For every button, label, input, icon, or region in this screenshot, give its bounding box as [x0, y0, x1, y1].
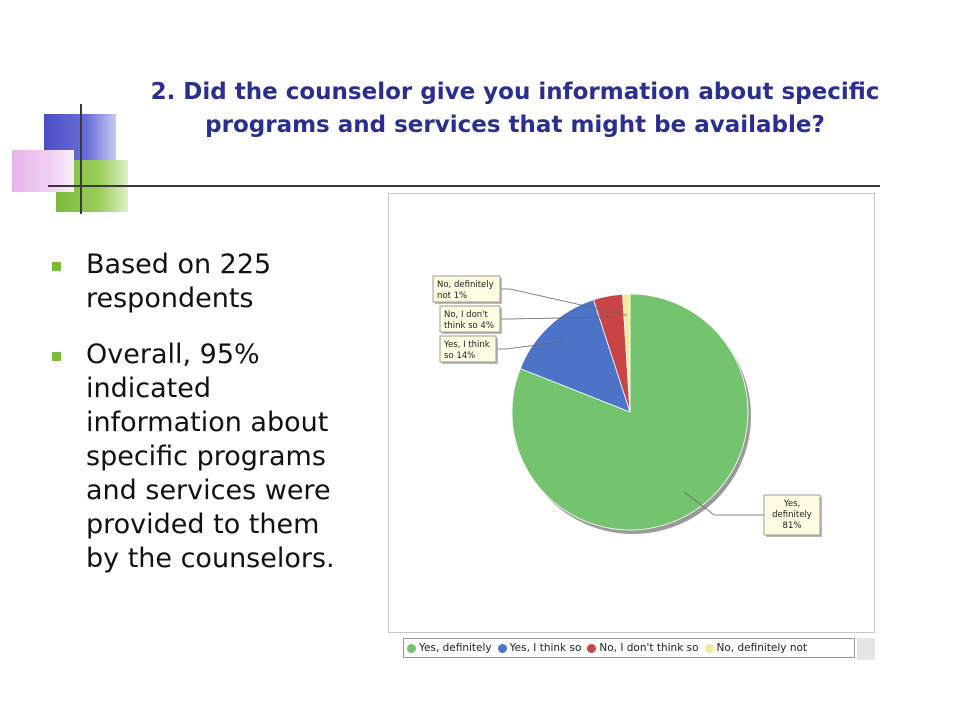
data-label-text: Yes,	[783, 499, 800, 509]
chart-frame	[388, 193, 875, 633]
data-label-text: 81%	[783, 521, 802, 531]
bullet-list: Based on 225 respondents Overall, 95% in…	[50, 248, 360, 598]
bullet-marker-icon	[52, 262, 61, 271]
bullet-marker-icon	[52, 352, 61, 361]
legend-label: No, definitely not	[716, 642, 808, 654]
data-label-text: definitely	[772, 510, 812, 520]
slide-title-line-2: programs and services that might be avai…	[205, 112, 825, 138]
data-label-box	[439, 335, 497, 363]
slide-title-line-1: 2. Did the counselor give you informatio…	[150, 79, 880, 105]
bullet-text: Based on 225 respondents	[86, 249, 272, 314]
data-label-text: think so 4%	[444, 321, 494, 331]
data-label-text: Yes, I think	[443, 340, 490, 350]
bullet-item: Based on 225 respondents	[50, 248, 360, 316]
data-label-text: so 14%	[444, 351, 475, 361]
chart-legend: Yes, definitely Yes, I think so No, I don'…	[403, 638, 855, 658]
legend-swatch	[407, 643, 416, 653]
legend-item: No, definitely not	[704, 642, 808, 654]
legend-item: Yes, I think so	[497, 642, 582, 654]
legend-swatch	[497, 643, 507, 653]
bullet-text: Overall, 95% indicated information about…	[86, 339, 335, 574]
legend-swatch	[704, 643, 714, 653]
data-label-text: No, I don't	[444, 310, 488, 320]
decor-vertical-line	[80, 104, 82, 214]
data-label-text: not 1%	[437, 291, 467, 301]
pie-slice	[622, 293, 631, 413]
legend-label: Yes, I think so	[509, 642, 582, 654]
pie-slice	[511, 293, 749, 531]
leader-line	[500, 288, 628, 316]
legend-edge	[857, 638, 875, 660]
bullet-item: Overall, 95% indicated information about…	[50, 338, 360, 576]
data-label-box	[432, 275, 501, 303]
data-label-box	[439, 305, 501, 333]
legend-swatch	[587, 643, 597, 653]
leader-line	[684, 491, 764, 516]
legend-label: No, I don't think so	[599, 642, 699, 654]
data-label-box	[763, 494, 821, 536]
data-label-text: No, definitely	[437, 280, 494, 290]
legend-item: Yes, definitely	[407, 642, 492, 654]
legend-item: No, I don't think so	[587, 642, 699, 654]
leader-line	[496, 341, 564, 350]
leader-line	[500, 316, 612, 320]
decor-horizontal-line	[48, 185, 880, 187]
legend-label: Yes, definitely	[419, 642, 492, 654]
slide-title: 2. Did the counselor give you informatio…	[120, 76, 910, 142]
